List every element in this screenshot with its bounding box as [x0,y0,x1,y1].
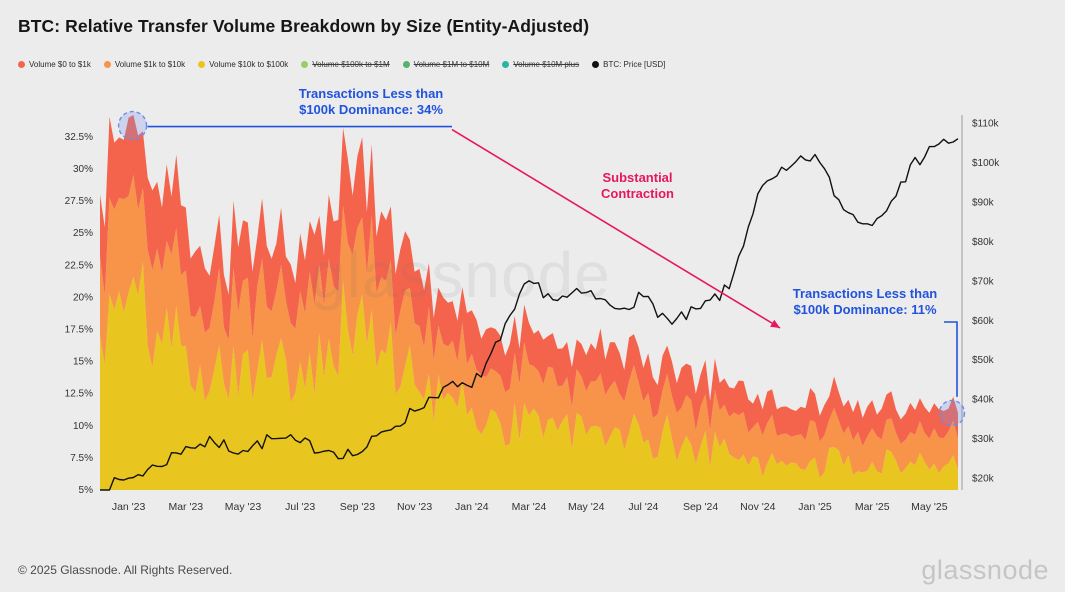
legend: Volume $0 to $1k Volume $1k to $10k Volume… [18,60,665,69]
legend-dot-icon [402,61,410,68]
right-axis-tick-label: $40k [972,395,995,406]
chart-title: BTC: Relative Transfer Volume Breakdown … [18,16,590,36]
x-axis-tick-label: Nov '23 [397,501,432,513]
legend-item-1[interactable]: Volume $1k to $10k [103,60,186,69]
legend-item-label: Volume $1k to $10k [114,60,186,69]
right-axis-tick-label: $30k [972,434,995,445]
legend-item-label: BTC: Price [USD] [603,60,666,69]
left-axis-tick-label: 22.5% [65,260,93,271]
legend-dot-icon [301,61,309,68]
x-axis-tick-label: Nov '24 [740,501,775,513]
legend-dot-icon [592,61,600,68]
annotation-dominance-high: Transactions Less than $100k Dominance: … [281,86,461,118]
annotation-dominance-low-line2: $100k Dominance: 11% [793,302,937,317]
x-axis-tick-label: Jan '25 [798,501,832,513]
legend-item-5[interactable]: Volume $10M plus [502,60,579,69]
legend-item-2[interactable]: Volume $10k to $100k [198,60,288,69]
price-line [100,138,959,491]
annotation-dominance-high-line1: Transactions Less than [298,86,444,101]
left-axis-tick-label: 30% [73,164,93,175]
legend-item-6[interactable]: BTC: Price [USD] [592,60,665,69]
left-axis-tick-label: 32.5% [65,132,93,143]
left-axis-tick-label: 25% [73,228,93,239]
right-axis-tick-label: $60k [972,316,995,327]
legend-item-label: Volume $0 to $1k [29,60,91,69]
legend-item-3[interactable]: Volume $100k to $1M [301,60,390,69]
legend-item-4[interactable]: Volume $1M to $10M [402,60,490,69]
left-axis-tick-label: 12.5% [65,389,93,400]
annotation-substantial-contraction: Substantial Contraction [560,170,715,202]
copyright: © 2025 Glassnode. All Rights Reserved. [18,563,233,577]
x-axis-tick-label: Sep '24 [683,501,718,513]
legend-item-label: Volume $10M plus [513,60,580,69]
right-axis-tick-label: $20k [972,474,995,485]
right-axis-tick-label: $70k [972,276,995,287]
right-axis-tick-label: $110k [972,118,1000,129]
legend-item-0[interactable]: Volume $0 to $1k [18,60,91,69]
right-axis-tick-label: $50k [972,355,995,366]
legend-dot-icon [198,61,206,68]
left-axis-tick-label: 20% [73,292,93,303]
x-axis-tick-label: May '24 [568,501,605,513]
x-axis-tick-label: Jan '24 [455,501,489,513]
annotation-dominance-low-line1: Transactions Less than [792,286,938,301]
x-axis-tick-label: Sep '23 [340,501,375,513]
left-axis-tick-label: 7.5% [70,453,93,464]
legend-item-label: Volume $100k to $1M [312,60,390,69]
annotation-circle-low [938,399,966,427]
x-axis-tick-label: May '25 [911,501,948,513]
left-axis-tick-label: 5% [79,485,94,496]
x-axis-tick-label: Mar '25 [855,501,890,513]
right-axis-tick-label: $90k [972,197,995,208]
legend-dot-icon [18,61,25,68]
left-axis-tick-label: 10% [73,421,93,432]
left-axis-tick-label: 17.5% [65,324,93,335]
area-series-volume-0-to-1k [100,115,958,446]
annotation-line-low [944,321,958,397]
annotation-substantial-contraction-line2: Contraction [601,186,674,201]
annotation-dominance-high-line2: $100k Dominance: 34% [299,102,443,117]
annotation-arrowhead [770,319,780,328]
x-axis-tick-label: Mar '23 [168,501,203,513]
x-axis-tick-label: Jul '23 [285,501,315,513]
legend-item-label: Volume $1M to $10M [413,60,490,69]
annotation-arrow-line [451,128,781,329]
left-axis-tick-label: 15% [73,357,93,368]
annotation-circle-high [117,110,148,141]
legend-dot-icon [502,61,510,68]
right-axis-tick-label: $80k [972,237,995,248]
annotation-substantial-contraction-line1: Substantial [602,170,673,185]
area-series-volume-10k-to-100k [100,262,958,490]
annotation-dominance-low: Transactions Less than $100k Dominance: … [785,286,945,318]
legend-dot-icon [103,61,111,68]
x-axis-tick-label: Jul '24 [628,501,658,513]
area-series-volume-1k-to-10k [100,174,958,478]
glassnode-watermark-corner: glassnode [921,555,1049,585]
legend-item-label: Volume $10k to $100k [209,60,289,69]
x-axis-tick-label: May '23 [225,501,262,513]
x-axis-tick-label: Jan '23 [112,501,146,513]
x-axis-tick-label: Mar '24 [512,501,547,513]
left-axis-tick-label: 27.5% [65,196,93,207]
right-axis-tick-label: $100k [972,158,1000,169]
